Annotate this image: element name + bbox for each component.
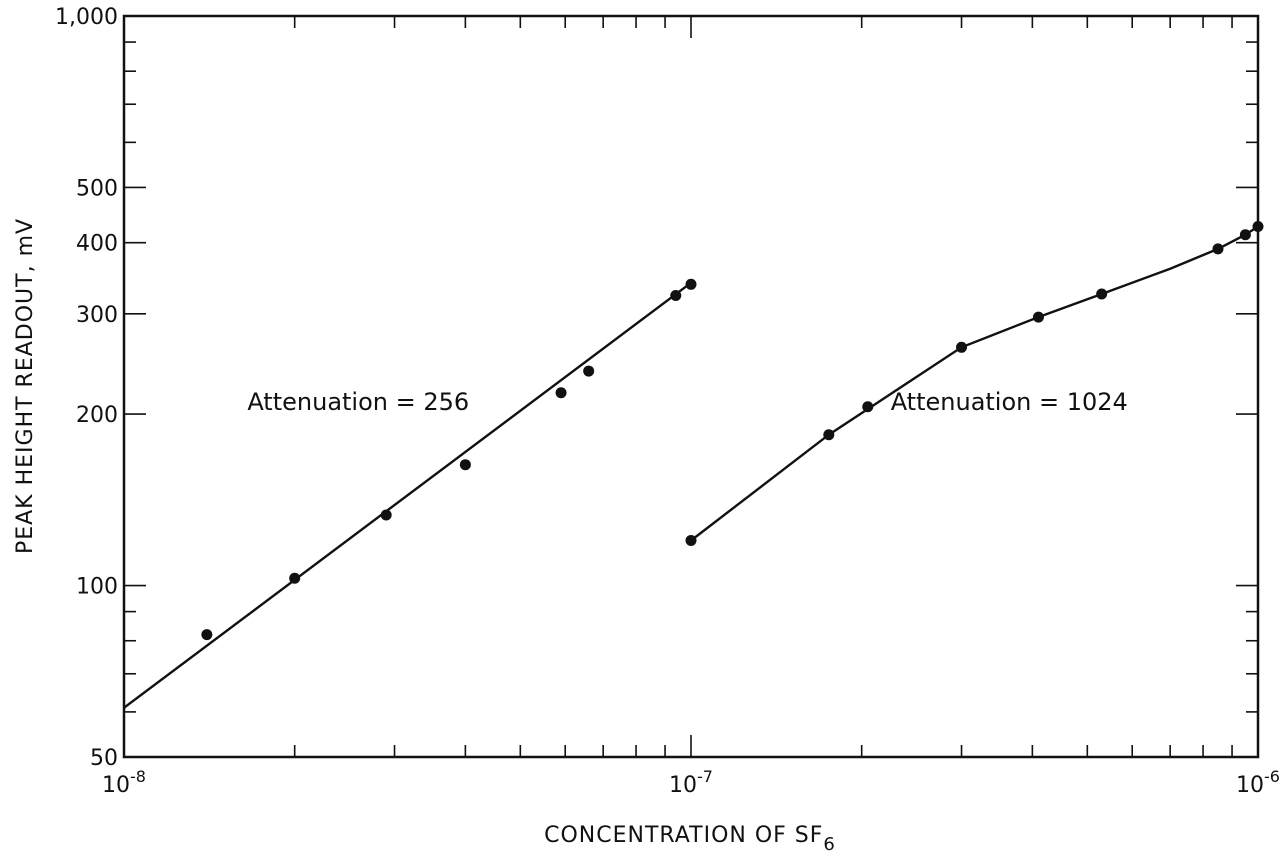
y-tick-label: 300 (76, 303, 118, 328)
data-point (956, 341, 968, 353)
plot-frame (122, 14, 1260, 759)
data-point (583, 365, 595, 377)
y-tick-label: 1,000 (55, 5, 118, 30)
series-layer (123, 220, 1264, 709)
series-line-1 (123, 281, 692, 709)
data-point (685, 534, 697, 546)
data-point (862, 401, 874, 413)
data-point (670, 290, 682, 302)
data-point (1212, 243, 1224, 255)
x-axis-title: CONCENTRATION OF SF6 (544, 823, 836, 852)
tick-marks (123, 15, 1259, 758)
annotations: Attenuation = 256 Attenuation = 1024 (247, 388, 1128, 416)
series-label-1: Attenuation = 256 (247, 388, 469, 416)
data-point (1032, 311, 1044, 323)
data-point (685, 278, 697, 290)
y-tick-label: 100 (76, 575, 118, 600)
data-point (380, 509, 392, 521)
x-tick-label: 10-8 (102, 767, 146, 798)
y-axis-title: PEAK HEIGHT READOUT, mV (13, 218, 38, 554)
data-point (555, 387, 567, 399)
series-line-2 (690, 225, 1259, 542)
y-tick-label: 200 (76, 403, 118, 428)
y-tick-label: 50 (90, 746, 118, 771)
x-tick-label: 10-6 (1236, 767, 1280, 798)
data-point (1096, 288, 1108, 300)
data-point (289, 572, 301, 584)
data-point (459, 459, 471, 471)
y-tick-label: 500 (76, 176, 118, 201)
data-point (823, 429, 835, 441)
data-point (201, 629, 213, 641)
data-point (1239, 229, 1251, 241)
tick-labels: 10-8 10-7 10-6 50 100 200 300 400 500 1,000 (55, 5, 1280, 798)
x-tick-label: 10-7 (669, 767, 713, 798)
y-tick-label: 400 (76, 232, 118, 257)
series-label-2: Attenuation = 1024 (891, 388, 1128, 416)
